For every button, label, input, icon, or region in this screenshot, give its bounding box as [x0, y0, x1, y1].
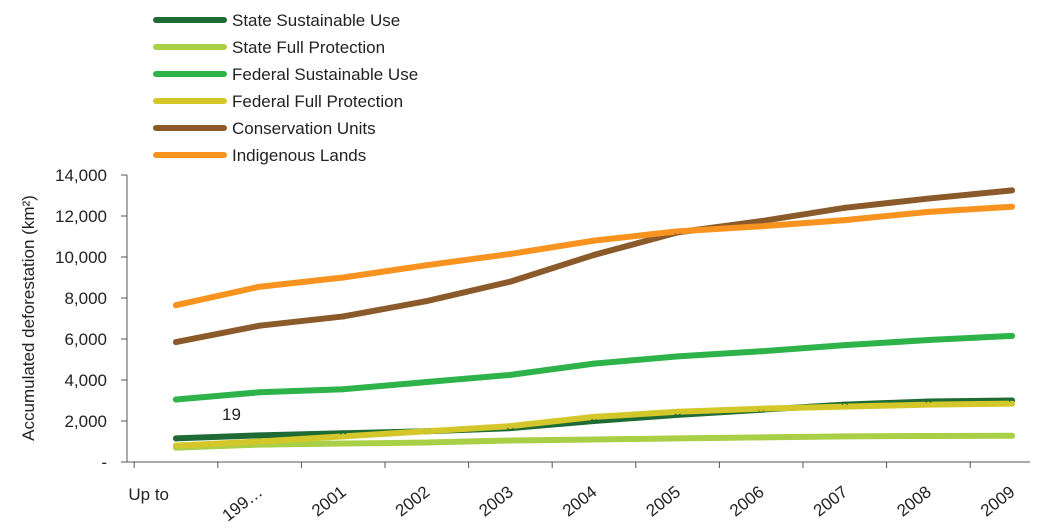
data-point	[1009, 187, 1015, 194]
data-point	[507, 371, 514, 378]
legend-label: Conservation Units	[232, 119, 376, 138]
chart-annotation: 19	[222, 405, 241, 424]
data-point	[173, 435, 179, 442]
data-point	[674, 228, 681, 235]
x-tick-label: 2007	[810, 482, 852, 520]
y-tick-label: 4,000	[64, 371, 107, 390]
y-tick-label: 12,000	[55, 207, 107, 226]
data-point	[256, 432, 263, 439]
y-tick-label: 8,000	[64, 289, 107, 308]
chart-series	[173, 187, 1015, 451]
data-point	[758, 405, 765, 412]
data-point	[841, 342, 848, 349]
data-point	[591, 251, 597, 258]
x-tick-label: 2001	[308, 482, 350, 520]
data-point	[1009, 400, 1015, 407]
data-point	[256, 389, 263, 396]
data-point	[758, 348, 765, 355]
x-tick-label: 2004	[559, 482, 601, 520]
x-tick-label: 2002	[392, 482, 434, 520]
data-point	[591, 237, 597, 244]
data-point	[423, 428, 430, 435]
data-point	[758, 223, 765, 230]
legend-label: State Full Protection	[232, 38, 385, 57]
data-point	[674, 435, 681, 442]
data-point	[256, 438, 263, 445]
data-point	[925, 337, 932, 344]
data-point	[591, 418, 597, 424]
data-point	[507, 278, 514, 285]
data-point	[925, 432, 932, 439]
data-point	[925, 195, 932, 202]
data-point	[173, 442, 179, 449]
data-point	[674, 408, 681, 415]
data-point	[256, 283, 263, 290]
data-point	[340, 440, 347, 447]
data-point	[173, 302, 179, 309]
data-point	[1009, 203, 1015, 210]
data-point	[340, 274, 347, 281]
legend-label: Federal Full Protection	[232, 92, 403, 111]
chart-legend: State Sustainable Use State Full Protecti…	[153, 11, 418, 165]
y-tick-label: 14,000	[55, 166, 107, 185]
y-tick-label: -	[101, 453, 107, 472]
data-point	[841, 403, 848, 410]
data-point	[1009, 332, 1015, 339]
legend-label: Federal Sustainable Use	[232, 65, 418, 84]
legend-label: Indigenous Lands	[232, 146, 366, 165]
data-point	[925, 401, 932, 408]
data-point	[340, 313, 347, 320]
y-tick-label: 10,000	[55, 248, 107, 267]
x-axis-ticks: Up to 199… 2001 2002 2003 2004 2005 2006 2007 200…	[128, 462, 1018, 525]
data-point	[423, 298, 430, 305]
data-point	[507, 437, 514, 444]
data-point	[841, 217, 848, 224]
data-point	[423, 379, 430, 386]
data-point	[256, 322, 263, 329]
y-tick-label: 6,000	[64, 330, 107, 349]
x-tick-label: 199…	[219, 482, 266, 525]
data-point	[591, 360, 597, 367]
data-point	[841, 204, 848, 211]
legend-label: State Sustainable Use	[232, 11, 400, 30]
data-point	[507, 250, 514, 257]
x-tick-label: 2003	[475, 482, 517, 520]
data-point	[340, 433, 347, 440]
data-point	[591, 413, 597, 420]
x-tick-label: Up to	[128, 485, 169, 504]
data-point	[173, 396, 179, 403]
data-point	[173, 339, 179, 346]
data-point	[758, 218, 765, 225]
x-tick-label: 2009	[977, 482, 1019, 520]
data-point	[507, 423, 514, 430]
y-tick-label: 2,000	[64, 412, 107, 431]
data-point	[340, 386, 347, 393]
data-point	[674, 353, 681, 360]
x-tick-label: 2005	[643, 482, 685, 520]
data-point	[591, 436, 597, 443]
y-axis-ticks: - 2,000 4,000 6,000 8,000 10,000 12,000 14,000	[55, 166, 127, 472]
y-axis-title: Accumulated deforestation (km²)	[19, 195, 38, 441]
data-point	[758, 434, 765, 441]
data-point	[423, 262, 430, 269]
chart-points	[173, 187, 1015, 451]
data-point	[925, 208, 932, 215]
x-tick-label: 2006	[726, 482, 768, 520]
data-point	[841, 433, 848, 440]
data-point	[1009, 432, 1015, 439]
x-tick-label: 2008	[893, 482, 935, 520]
data-point	[423, 439, 430, 446]
series-line-2	[173, 332, 1015, 403]
